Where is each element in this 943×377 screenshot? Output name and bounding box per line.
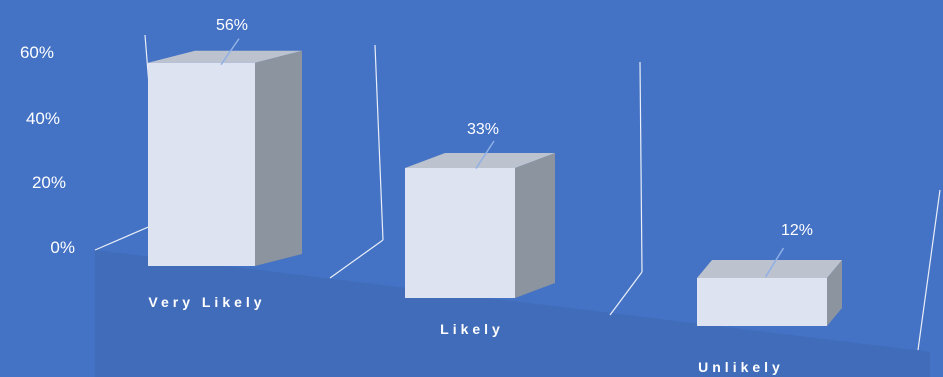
bar — [148, 62, 255, 266]
y-tick-label: 0% — [50, 238, 75, 257]
category-labels: Very Likely Likely Unlikely — [148, 294, 784, 375]
category-label: Unlikely — [698, 359, 784, 375]
floor-line — [329, 239, 384, 279]
label-leader-line — [764, 247, 785, 278]
data-label: 12% — [781, 222, 813, 239]
bar — [405, 167, 515, 298]
label-leader-line — [475, 140, 495, 169]
bar — [697, 278, 827, 326]
y-tick-label: 20% — [32, 173, 66, 192]
bar-side — [255, 50, 302, 266]
back-wall-divider — [374, 44, 384, 241]
back-wall-divider — [917, 189, 941, 351]
bars — [148, 38, 842, 326]
y-tick-label: 40% — [26, 109, 60, 128]
y-tick-label: 60% — [20, 43, 54, 62]
back-wall-divider — [639, 61, 643, 273]
bar-side — [515, 152, 555, 298]
data-label: 33% — [467, 121, 499, 138]
category-label: Likely — [440, 321, 504, 337]
label-leader-line — [220, 38, 240, 66]
data-labels: 56% 33% 12% — [216, 17, 813, 239]
y-axis-ticks: 0% 20% 40% 60% — [20, 43, 75, 257]
bar-top — [148, 50, 302, 63]
bar-top — [405, 152, 555, 168]
data-label: 56% — [216, 17, 248, 34]
category-label: Very Likely — [148, 294, 265, 310]
floor-line — [609, 271, 643, 316]
bar-side — [827, 260, 842, 326]
chart-floor — [95, 250, 930, 377]
bar-top — [697, 260, 842, 278]
